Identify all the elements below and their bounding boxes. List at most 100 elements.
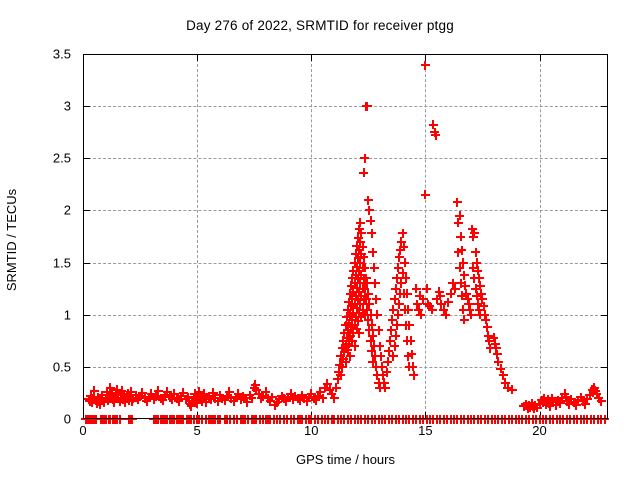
data-point bbox=[306, 389, 316, 399]
data-point bbox=[450, 284, 460, 294]
data-point bbox=[348, 308, 358, 318]
data-point bbox=[336, 351, 346, 361]
data-point bbox=[352, 324, 362, 334]
data-point bbox=[422, 284, 432, 294]
gridline-vertical bbox=[311, 54, 313, 419]
data-point bbox=[309, 393, 319, 403]
data-point bbox=[354, 224, 364, 234]
data-point bbox=[247, 393, 257, 403]
data-point bbox=[561, 392, 571, 402]
data-point bbox=[293, 393, 303, 403]
gridline-vertical bbox=[539, 54, 541, 419]
data-point bbox=[347, 294, 357, 304]
data-point bbox=[588, 388, 598, 398]
data-point bbox=[407, 349, 417, 359]
data-point bbox=[351, 249, 361, 259]
data-point bbox=[331, 383, 341, 393]
data-point bbox=[466, 310, 476, 320]
data-point bbox=[453, 218, 463, 228]
data-point bbox=[346, 322, 356, 332]
data-point bbox=[537, 395, 547, 405]
data-point bbox=[460, 281, 470, 290]
data-point bbox=[245, 390, 255, 400]
data-point bbox=[382, 367, 392, 377]
data-point bbox=[347, 336, 357, 346]
data-point bbox=[430, 127, 440, 137]
data-point bbox=[127, 414, 137, 424]
data-point bbox=[553, 395, 563, 405]
data-point bbox=[358, 242, 368, 252]
x-tick-labels: 0 5 10 15 20 bbox=[79, 419, 608, 449]
data-point bbox=[452, 197, 462, 207]
data-point bbox=[185, 399, 195, 409]
data-point bbox=[113, 393, 123, 403]
data-point bbox=[482, 322, 492, 332]
data-point bbox=[352, 262, 362, 272]
data-point bbox=[345, 289, 355, 299]
data-point bbox=[456, 232, 466, 241]
data-point bbox=[336, 370, 346, 380]
data-point bbox=[322, 379, 332, 389]
data-point bbox=[467, 224, 477, 234]
data-point bbox=[119, 391, 129, 401]
data-point bbox=[472, 291, 482, 301]
data-point bbox=[562, 396, 572, 406]
data-point bbox=[226, 393, 236, 403]
y-tick-label: 0.5 bbox=[52, 359, 71, 375]
data-point bbox=[95, 399, 105, 409]
data-point bbox=[361, 294, 371, 304]
data-point bbox=[342, 333, 352, 343]
data-point bbox=[199, 389, 209, 399]
data-point bbox=[596, 396, 606, 406]
data-point bbox=[91, 395, 101, 405]
data-point bbox=[236, 394, 245, 404]
data-point bbox=[356, 312, 366, 322]
data-point bbox=[571, 400, 581, 410]
data-point bbox=[500, 378, 510, 387]
data-point bbox=[366, 216, 376, 226]
data-point bbox=[362, 278, 372, 288]
data-point bbox=[544, 398, 554, 408]
data-point bbox=[368, 331, 378, 341]
data-point bbox=[523, 404, 533, 414]
data-point bbox=[398, 268, 408, 278]
data-point bbox=[396, 278, 406, 288]
y-tick-labels: 0 0.5 1 1.5 2 2.5 3 3.5 bbox=[0, 47, 83, 427]
data-point bbox=[476, 289, 486, 299]
data-point bbox=[564, 399, 574, 409]
data-point bbox=[475, 281, 485, 290]
data-point bbox=[493, 357, 503, 367]
y-tick bbox=[83, 314, 90, 316]
data-point bbox=[283, 392, 293, 402]
data-point bbox=[455, 211, 465, 221]
x-axis-title: GPS time / hours bbox=[296, 452, 395, 467]
data-point bbox=[363, 195, 373, 205]
data-point bbox=[233, 389, 243, 399]
data-point bbox=[587, 385, 597, 395]
data-point bbox=[204, 391, 214, 401]
data-point bbox=[347, 315, 357, 325]
data-point bbox=[318, 393, 328, 403]
data-point bbox=[594, 393, 604, 403]
data-point bbox=[566, 394, 576, 404]
data-point bbox=[249, 383, 259, 393]
data-point bbox=[270, 400, 280, 410]
data-point bbox=[530, 400, 540, 410]
data-point bbox=[135, 391, 145, 401]
data-point bbox=[434, 287, 444, 297]
data-point bbox=[409, 370, 419, 380]
gridline-horizontal bbox=[83, 210, 608, 212]
data-point bbox=[354, 245, 364, 255]
data-point bbox=[489, 333, 499, 343]
data-point bbox=[355, 218, 365, 228]
data-point bbox=[457, 245, 467, 255]
data-point bbox=[356, 291, 366, 301]
data-point bbox=[288, 394, 298, 404]
data-point bbox=[359, 252, 369, 262]
data-point bbox=[238, 391, 248, 401]
data-point bbox=[392, 273, 402, 283]
data-point bbox=[498, 370, 508, 380]
data-point bbox=[395, 245, 405, 255]
data-point bbox=[215, 414, 225, 424]
